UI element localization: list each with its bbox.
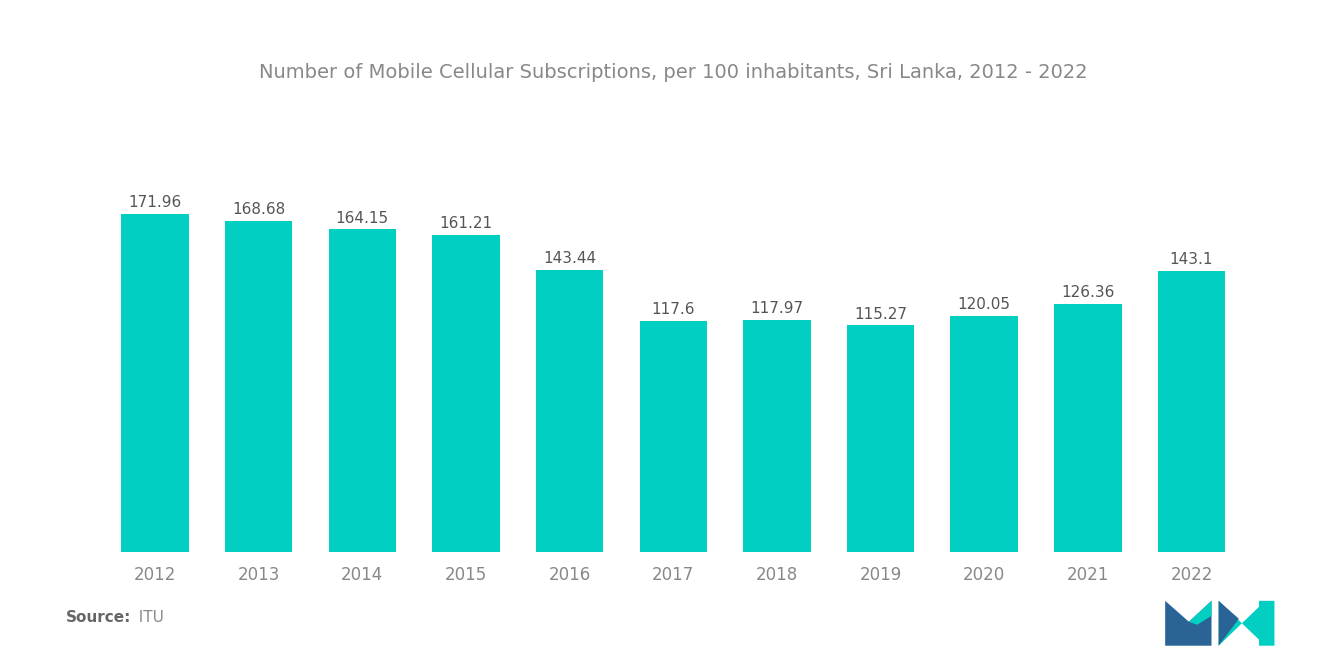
Text: ITU: ITU [129,610,164,625]
Polygon shape [1218,601,1274,646]
Bar [950,316,1018,552]
Bar [224,221,292,552]
Text: 117.97: 117.97 [750,301,804,317]
Text: 120.05: 120.05 [958,297,1011,312]
Text: 168.68: 168.68 [232,201,285,217]
Text: 143.1: 143.1 [1170,252,1213,267]
Bar [329,229,396,552]
Polygon shape [1218,601,1238,646]
Text: 164.15: 164.15 [335,211,389,225]
Text: 117.6: 117.6 [652,302,694,317]
Text: 126.36: 126.36 [1061,285,1114,300]
Text: Source:: Source: [66,610,132,625]
Polygon shape [1189,601,1212,625]
Polygon shape [1166,601,1212,646]
Bar [121,214,189,552]
Text: 143.44: 143.44 [543,251,597,266]
Title: Number of Mobile Cellular Subscriptions, per 100 inhabitants, Sri Lanka, 2012 - : Number of Mobile Cellular Subscriptions,… [259,63,1088,82]
Bar [1158,271,1225,552]
Text: 115.27: 115.27 [854,307,907,322]
Bar [1055,304,1122,552]
Bar [432,235,499,552]
Text: 161.21: 161.21 [440,216,492,231]
Text: 171.96: 171.96 [128,195,182,210]
Bar [536,270,603,552]
Bar [847,325,915,552]
Bar [639,321,708,552]
Bar [743,320,810,552]
